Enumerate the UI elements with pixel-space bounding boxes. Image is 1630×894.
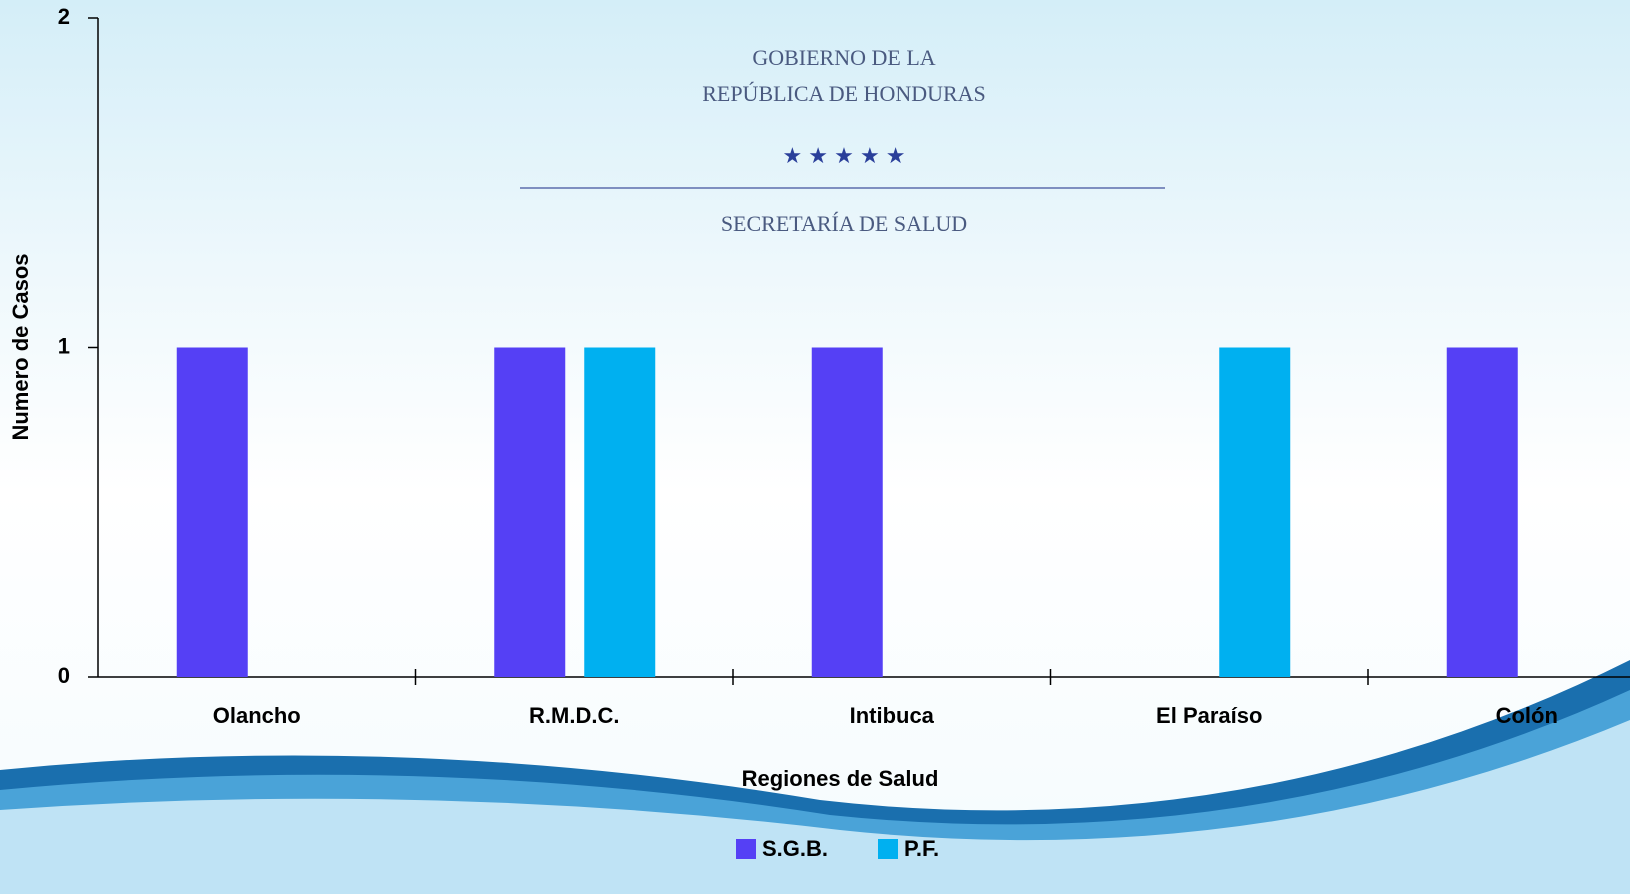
legend-label: P.F. <box>904 836 939 861</box>
x-tick-label: El Paraíso <box>1156 703 1262 728</box>
bar <box>177 348 248 678</box>
legend-swatch <box>736 839 756 859</box>
logo-text: REPÚBLICA DE HONDURAS <box>702 81 986 106</box>
y-tick-label: 0 <box>58 663 70 688</box>
bar <box>584 348 655 678</box>
legend-swatch <box>878 839 898 859</box>
chart: GOBIERNO DE LA REPÚBLICA DE HONDURAS ★ ★… <box>0 0 1630 894</box>
x-axis-title: Regiones de Salud <box>742 766 939 791</box>
logo-text: GOBIERNO DE LA <box>752 45 935 70</box>
x-tick-label: Colón <box>1496 703 1558 728</box>
y-axis-title: Numero de Casos <box>8 253 33 440</box>
y-tick-label: 1 <box>58 333 70 358</box>
x-tick-label: Olancho <box>213 703 301 728</box>
bar <box>812 348 883 678</box>
bar <box>1447 348 1518 678</box>
page: GOBIERNO DE LA REPÚBLICA DE HONDURAS ★ ★… <box>0 0 1630 894</box>
logo-stars: ★ ★ ★ ★ ★ <box>782 143 905 168</box>
x-tick-label: R.M.D.C. <box>529 703 619 728</box>
y-tick-label: 2 <box>58 4 70 29</box>
x-tick-label: Intibuca <box>850 703 935 728</box>
legend-label: S.G.B. <box>762 836 828 861</box>
logo-text: SECRETARÍA DE SALUD <box>721 211 967 236</box>
bar <box>1219 348 1290 678</box>
bar <box>494 348 565 678</box>
